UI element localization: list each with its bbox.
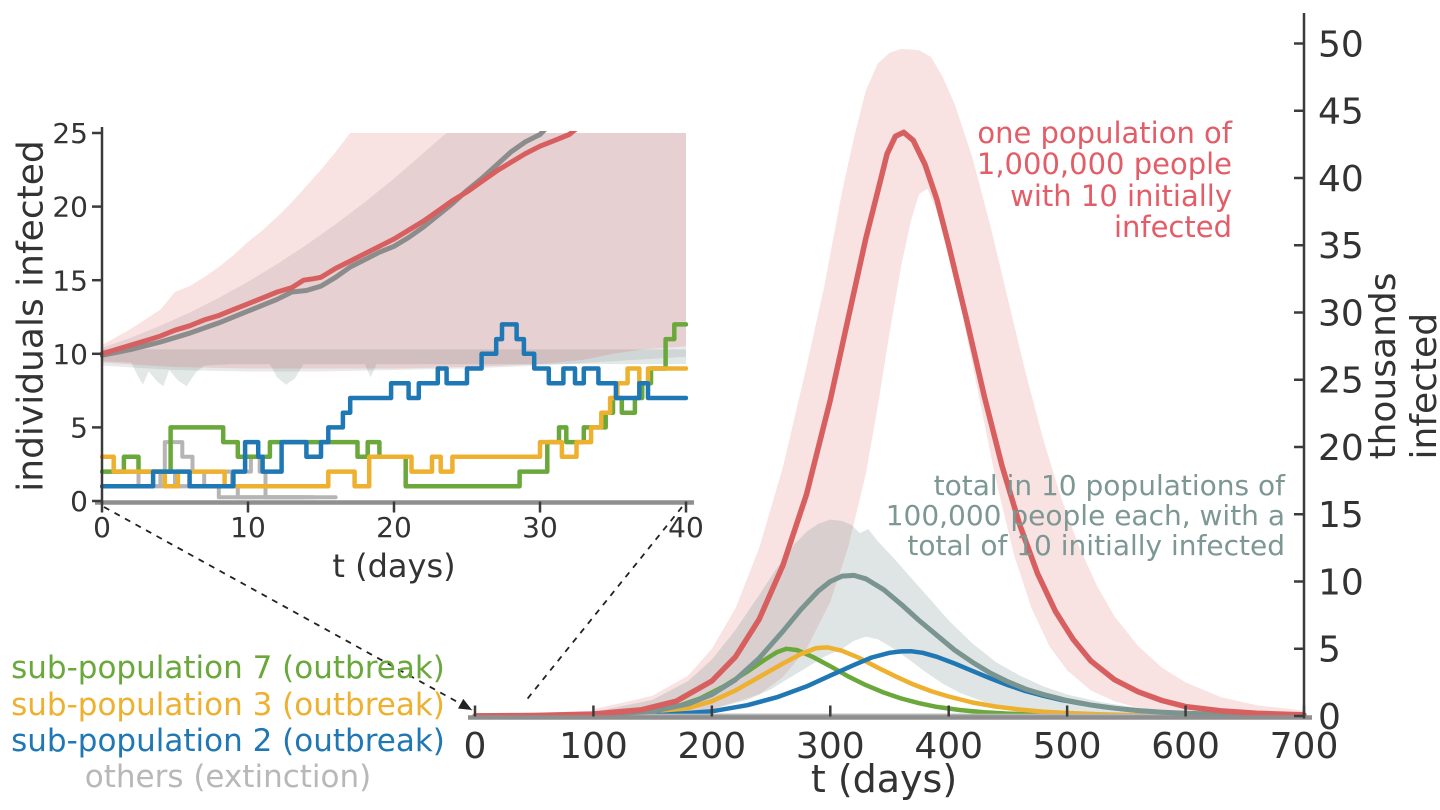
x-tick-label: 30 [522,511,558,544]
x-tick-label: 500 [1033,726,1102,767]
x-tick-label: 400 [914,726,983,767]
x-tick-label: 0 [464,726,487,767]
inset-x-axis-label: t (days) [332,547,456,585]
y-tick-label: 0 [70,485,88,518]
y-tick-label: 25 [1318,361,1364,402]
y-tick-label: 10 [52,338,88,371]
y-tick-label: 10 [1318,562,1364,603]
x-tick-label: 0 [93,511,111,544]
y-tick-label: 25 [52,117,88,150]
x-tick-label: 700 [1270,726,1339,767]
y-tick-label: 40 [1318,159,1364,200]
inset-series-meta-population-mean [100,131,547,358]
inset-band-inset-meta-band [102,349,686,387]
annotation-meta-population: total in 10 populations of 100,000 peopl… [885,469,1285,563]
inset-plot-area [100,131,688,500]
inset-series-single-population-mean [100,131,578,357]
main-series-sub-population-3-outbreak- [472,645,1307,718]
y-tick-label: 5 [1318,630,1341,671]
y-tick-label: 5 [70,411,88,444]
main-series-one-population-of-1-000-000 [472,129,1307,718]
x-tick-label: 100 [559,726,628,767]
x-tick-label: 10 [230,511,266,544]
zoom-connector-left [103,506,473,711]
main-x-axis-label: t (days) [810,757,958,801]
annotation-single-population: one population of 1,000,000 people with … [976,116,1232,244]
main-series-total-in-10-populations [472,572,1307,718]
inset-series-sub-population-2-trajectory [100,322,688,489]
main-band-meta-population-band [593,519,1304,716]
y-tick-label: 20 [52,191,88,224]
x-tick-label: 600 [1151,726,1220,767]
y-tick-label: 30 [1318,293,1364,334]
y-tick-label: 45 [1318,92,1364,133]
y-tick-label: 20 [1318,428,1364,469]
legend-item-others: others (extinction) [84,759,372,795]
main-plot-area [472,48,1307,718]
main-y-axis-label: thousands infected [1363,272,1440,460]
legend-item-subpop2: sub-population 2 (outbreak) [11,723,445,759]
inset-y-axis-label: individuals infected [10,140,52,492]
zoom-connector-arrowhead [458,698,472,710]
main-chart: 0 100 200 300 400 500 600 700051015202530354045… [464,13,1364,767]
x-tick-label: 20 [376,511,412,544]
y-tick-label: 15 [52,264,88,297]
legend-item-subpop3: sub-population 3 (outbreak) [11,687,445,723]
y-tick-label: 50 [1318,24,1364,65]
main-band-single-population-band [593,48,1304,716]
inset-series-sub-population-7-trajectory [100,322,688,489]
inset-chart: 0 10 20 30 40 0 5 10 15 20 25 [52,117,703,544]
y-tick-label: 35 [1318,226,1364,267]
legend-item-subpop7: sub-population 7 (outbreak) [11,650,445,686]
x-tick-label: 300 [796,726,865,767]
x-tick-label: 200 [677,726,746,767]
x-tick-label: 40 [668,511,704,544]
zoom-connector-right [523,506,683,704]
y-tick-label: 0 [1318,697,1341,738]
y-tick-label: 15 [1318,495,1364,536]
